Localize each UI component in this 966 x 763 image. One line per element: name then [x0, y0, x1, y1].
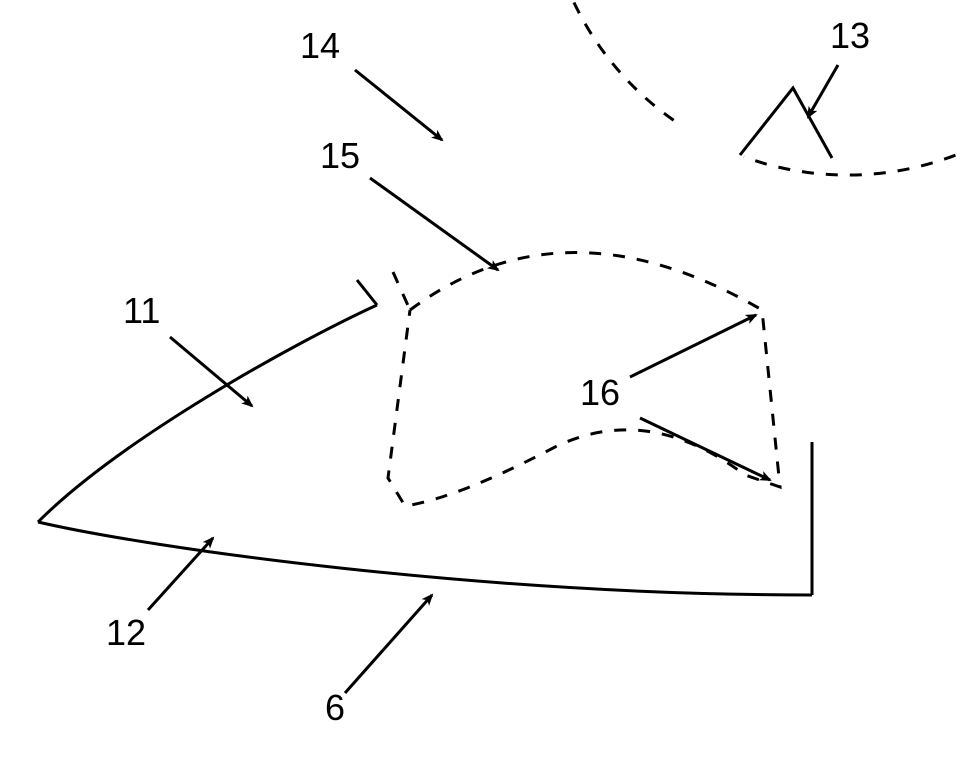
- label-13: 13: [830, 15, 870, 56]
- leader-arrow: [808, 65, 838, 117]
- wing-tip-notch: [357, 280, 377, 305]
- leader-arrow: [355, 70, 442, 140]
- outer-circle: [544, 0, 966, 175]
- wing-bottom-edge: [38, 522, 812, 595]
- leader-arrow: [345, 595, 432, 693]
- label-12: 12: [106, 612, 146, 653]
- label-14: 14: [300, 25, 340, 66]
- leader-arrow: [370, 178, 498, 270]
- label-6: 6: [325, 687, 345, 728]
- leader-arrow: [640, 418, 770, 480]
- label-16: 16: [580, 372, 620, 413]
- leader-arrow: [630, 315, 756, 377]
- wing-top-edge: [38, 305, 377, 522]
- label-11: 11: [123, 290, 160, 331]
- label-15: 15: [320, 135, 360, 176]
